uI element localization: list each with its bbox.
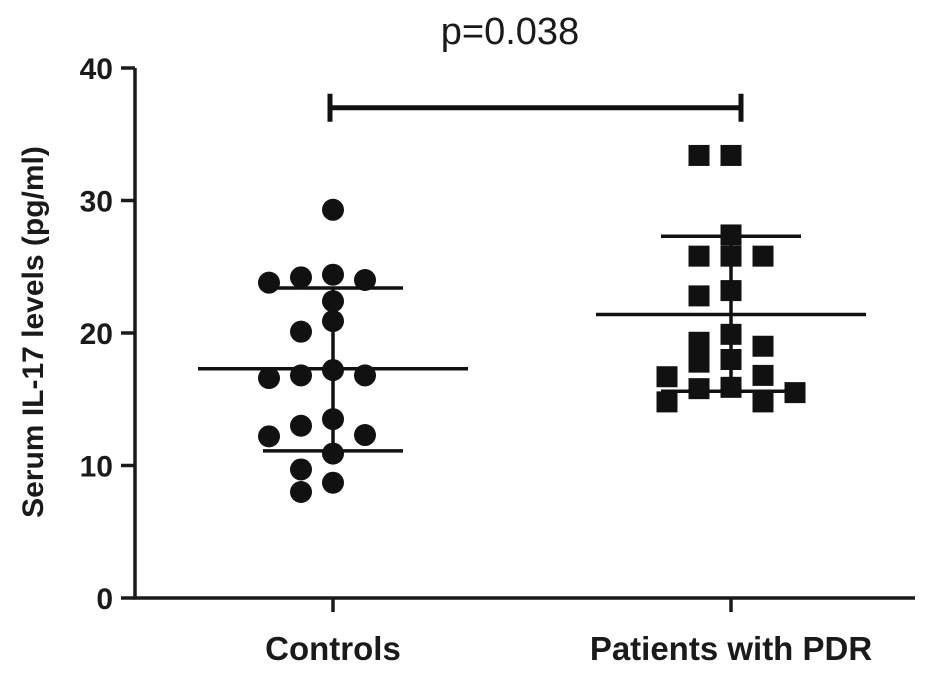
- axes: [133, 68, 915, 600]
- data-point-circle: [290, 458, 312, 481]
- data-point-circle: [290, 414, 312, 437]
- data-point-square: [752, 391, 774, 413]
- data-point-circle: [290, 364, 312, 387]
- data-point-square: [720, 245, 742, 267]
- data-point-circle: [290, 320, 312, 343]
- x-category-label: Patients with PDR: [590, 630, 873, 667]
- p-value-annotation: p=0.038: [441, 11, 579, 53]
- data-point-square: [656, 366, 678, 388]
- data-point-circle: [322, 290, 344, 313]
- data-point-circle: [322, 310, 344, 333]
- data-point-circle: [322, 263, 344, 286]
- data-point-circle: [322, 408, 344, 431]
- data-point-square: [688, 378, 710, 400]
- data-point-square: [688, 331, 710, 353]
- y-tick-label: 20: [80, 318, 113, 351]
- data-point-circle: [322, 442, 344, 465]
- y-tick-label: 10: [80, 451, 113, 484]
- data-point-circle: [290, 266, 312, 289]
- significance-bracket: [327, 93, 744, 122]
- data-point-circle: [354, 424, 376, 447]
- data-point-square: [688, 285, 710, 307]
- data-point-circle: [258, 271, 280, 294]
- y-tick-label: 40: [80, 53, 113, 86]
- data-point-square: [784, 382, 806, 404]
- data-point-square: [720, 349, 742, 370]
- data-point-square: [720, 323, 742, 345]
- data-point-square: [720, 376, 742, 398]
- data-point-square: [688, 245, 710, 267]
- data-point-circle: [290, 481, 312, 503]
- data-point-circle: [354, 364, 376, 387]
- data-point-circle: [322, 359, 344, 382]
- y-axis-label: Serum IL-17 levels (pg/ml): [17, 146, 50, 518]
- data-point-square: [752, 335, 774, 357]
- data-point-square: [720, 144, 742, 166]
- data-points: [258, 144, 806, 503]
- data-point-circle: [258, 425, 280, 448]
- data-point-square: [688, 351, 710, 373]
- y-tick-label: 0: [96, 583, 113, 616]
- data-point-square: [656, 391, 678, 413]
- data-point-circle: [258, 367, 280, 390]
- data-point-square: [720, 224, 742, 246]
- data-point-square: [752, 364, 774, 386]
- data-point-circle: [322, 471, 344, 494]
- x-category-label: Controls: [265, 630, 401, 667]
- y-ticks: 0 10 20 30 40: [80, 53, 135, 616]
- data-point-circle: [354, 269, 376, 291]
- data-point-square: [720, 280, 742, 302]
- data-point-square: [688, 144, 710, 166]
- x-categories: Controls Patients with PDR: [265, 598, 872, 667]
- y-tick-label: 30: [80, 186, 113, 219]
- data-point-square: [752, 245, 774, 267]
- data-point-circle: [322, 198, 344, 221]
